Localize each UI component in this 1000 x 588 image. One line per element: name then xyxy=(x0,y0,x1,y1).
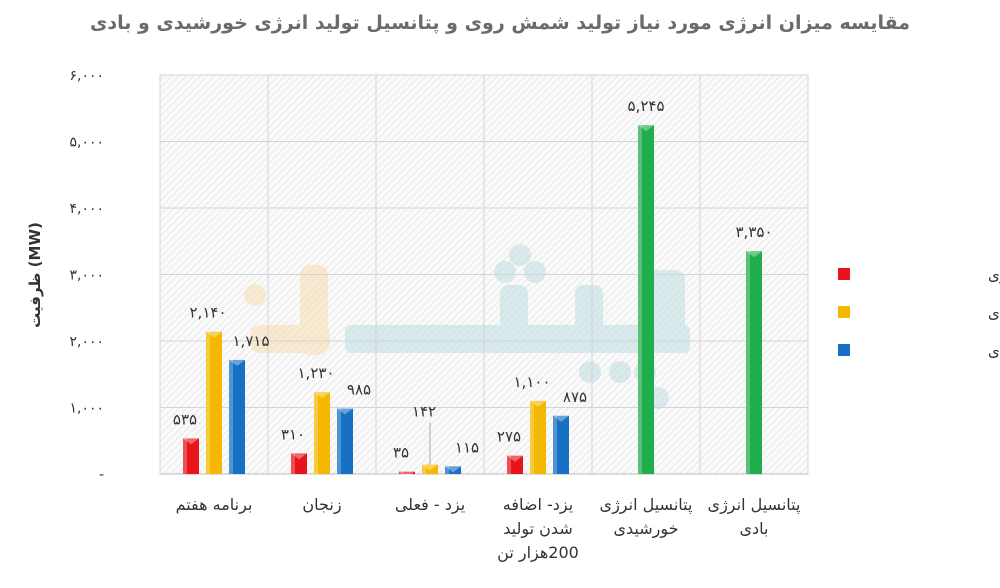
bar-highlight xyxy=(746,251,750,474)
bar xyxy=(530,400,546,474)
bar-highlight xyxy=(507,455,511,474)
bar xyxy=(337,408,353,474)
x-tick-label: پتانسیل انرژی بادی xyxy=(708,495,801,538)
legend-label: نیروگاه گازی xyxy=(988,266,1000,284)
data-label: ۳۱۰ xyxy=(281,425,305,443)
bar-cap xyxy=(530,400,546,407)
bar-highlight xyxy=(206,331,210,474)
watermark-dot xyxy=(524,261,546,283)
bar-cap xyxy=(229,359,245,366)
bar-cap xyxy=(314,392,330,399)
bar-highlight xyxy=(314,392,318,474)
bar-highlight xyxy=(337,408,341,474)
y-tick-label: ۴,۰۰۰ xyxy=(69,201,104,217)
bar-highlight xyxy=(530,400,534,474)
x-tick-label: یزد- اضافه شدن تولید 200هزار تن xyxy=(497,495,579,563)
bar-highlight xyxy=(445,466,449,474)
watermark-logo xyxy=(244,244,690,409)
data-label: ۵۳۵ xyxy=(173,410,197,428)
bar-highlight xyxy=(183,438,187,474)
bar-cap xyxy=(337,408,353,415)
bar-cap xyxy=(553,415,569,422)
x-tick-label: زنجان xyxy=(302,495,341,515)
y-tick-label: ۶,۰۰۰ xyxy=(69,68,104,84)
legend-swatch xyxy=(838,306,850,318)
data-label: ۱,۷۱۵ xyxy=(233,332,270,350)
watermark-dot xyxy=(579,361,601,383)
bar xyxy=(746,251,762,474)
data-label: ۱۴۲ xyxy=(412,403,436,421)
bar xyxy=(638,125,654,475)
y-tick-label: ۵,۰۰۰ xyxy=(69,135,104,151)
legend-swatch xyxy=(838,268,850,280)
bar xyxy=(291,453,307,474)
watermark-stroke xyxy=(250,325,330,353)
bar-cap xyxy=(206,331,222,338)
y-axis-title: ظرفیت (MW) xyxy=(26,222,44,328)
watermark-dot xyxy=(609,361,631,383)
bar xyxy=(553,415,569,474)
bar xyxy=(399,471,415,474)
bar-highlight xyxy=(422,464,426,474)
bar-cap xyxy=(399,471,415,478)
bar xyxy=(507,455,523,474)
x-tick-label: یزد - فعلی xyxy=(395,495,465,515)
bar-cap xyxy=(291,453,307,460)
y-tick-label: - xyxy=(99,467,104,483)
y-tick-label: ۳,۰۰۰ xyxy=(69,268,104,284)
legend-swatch xyxy=(838,344,850,356)
data-label: ۹۸۵ xyxy=(347,380,371,398)
watermark-dot xyxy=(244,284,266,306)
data-label: ۳,۳۵۰ xyxy=(736,223,773,241)
bar-cap xyxy=(445,466,461,473)
bar xyxy=(229,359,245,474)
data-label: ۸۷۵ xyxy=(563,388,587,406)
data-label: ۲۷۵ xyxy=(497,428,521,446)
bar xyxy=(206,331,222,474)
x-tick-label: برنامه هفتم xyxy=(176,495,253,515)
bar xyxy=(422,464,438,474)
watermark-stroke xyxy=(575,285,603,353)
data-label: ۵,۲۴۵ xyxy=(628,97,665,115)
bar-highlight xyxy=(638,125,642,475)
legend-label: نیروگاه بادی xyxy=(988,342,1000,360)
bar-cap xyxy=(183,438,199,445)
data-label: ۱,۱۰۰ xyxy=(514,373,551,391)
y-tick-label: ۲,۰۰۰ xyxy=(69,334,104,350)
bar xyxy=(445,466,461,474)
legend-label: نیروگاه خورشیدی xyxy=(988,304,1000,322)
chart-title: مقایسه میزان انرژی مورد نیاز تولید شمش ر… xyxy=(89,12,911,34)
x-tick-label: پتانسیل انرژی خورشیدی xyxy=(600,495,693,539)
y-tick-label: ۱,۰۰۰ xyxy=(69,401,104,417)
watermark-dot xyxy=(509,244,531,266)
data-label: ۱,۲۳۰ xyxy=(298,364,335,382)
bar-cap xyxy=(638,125,654,132)
watermark-stroke xyxy=(500,285,528,353)
bar-highlight xyxy=(229,359,233,474)
bar-cap xyxy=(422,464,438,471)
bar-highlight xyxy=(553,415,557,474)
watermark-dot xyxy=(494,261,516,283)
bar-highlight xyxy=(399,471,403,474)
data-label: ۱۱۵ xyxy=(455,438,479,456)
bar xyxy=(314,392,330,474)
data-label: ۲,۱۴۰ xyxy=(190,304,227,322)
data-label: ۳۵ xyxy=(393,444,409,462)
bar xyxy=(183,438,199,474)
bar-highlight xyxy=(291,453,295,474)
bar-cap xyxy=(507,455,523,462)
bar-cap xyxy=(746,251,762,258)
